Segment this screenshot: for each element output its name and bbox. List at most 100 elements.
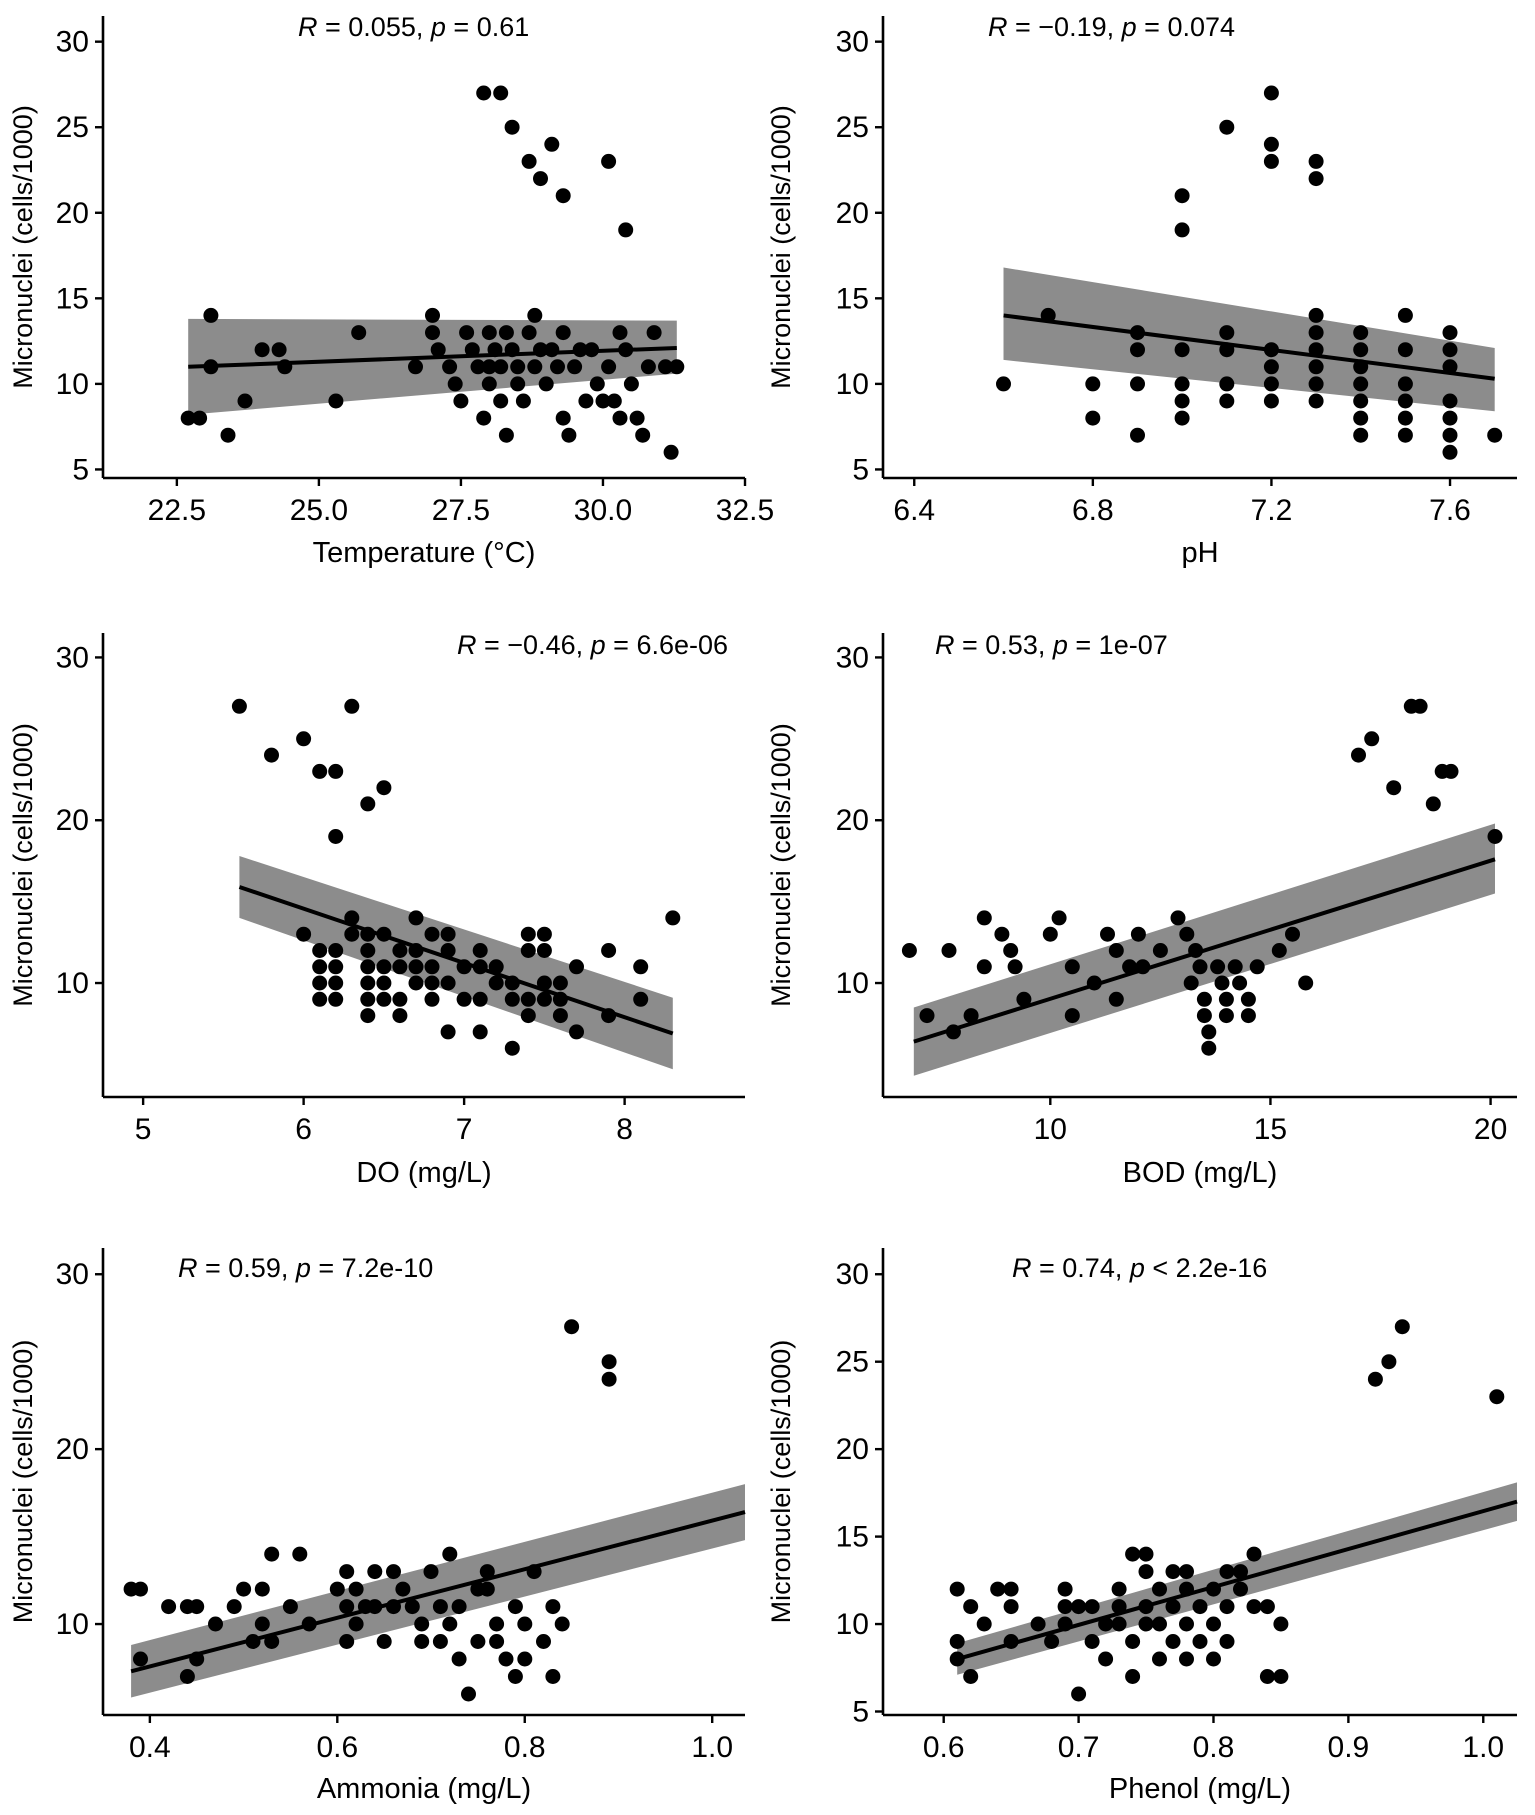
x-tick-label: 0.4 (129, 1731, 171, 1764)
data-point (629, 410, 645, 426)
y-tick-label: 20 (56, 1433, 89, 1466)
data-point (440, 926, 456, 942)
separator: , (1107, 12, 1122, 42)
data-point (481, 359, 497, 375)
x-tick-label: 27.5 (432, 494, 490, 527)
data-point (1111, 1599, 1127, 1615)
data-point (1152, 1616, 1167, 1632)
x-tick-label: 7.2 (1251, 494, 1293, 527)
x-tick-label: 6.4 (893, 494, 935, 527)
data-point (1174, 342, 1190, 358)
data-point (489, 1616, 505, 1632)
p-value: 0.61 (477, 12, 530, 42)
data-point (1170, 910, 1186, 926)
x-tick-label: 32.5 (716, 494, 774, 527)
data-point (493, 359, 509, 375)
data-point (339, 1599, 355, 1615)
data-point (360, 796, 376, 812)
data-point (994, 926, 1010, 942)
data-point (544, 136, 560, 152)
data-point (292, 1546, 308, 1562)
p-value: 1e-07 (1099, 630, 1168, 660)
r-value: 0.59 (228, 1253, 281, 1283)
data-point (312, 943, 328, 958)
data-point (1219, 1599, 1235, 1615)
data-point (1179, 926, 1195, 942)
data-point (1108, 943, 1124, 958)
data-point (351, 325, 367, 341)
p-operator: = (446, 12, 477, 42)
data-point (470, 359, 486, 375)
data-point (1174, 393, 1190, 409)
data-point (601, 153, 617, 169)
data-point (1364, 731, 1380, 747)
data-point (360, 991, 376, 1007)
data-point (1219, 119, 1235, 135)
data-point (1111, 1616, 1127, 1632)
data-point (432, 1634, 448, 1649)
data-point (432, 1599, 448, 1615)
data-point (408, 959, 424, 975)
p-operator: = (1137, 12, 1168, 42)
p-value: 6.6e-06 (636, 630, 728, 660)
p-label: p (1052, 630, 1068, 660)
r-value: 0.74 (1062, 1253, 1115, 1283)
data-point (1397, 342, 1413, 358)
x-axis-title: Temperature (°C) (313, 537, 536, 569)
y-tick-label: 20 (836, 804, 869, 837)
data-point (1487, 829, 1503, 844)
data-point (1122, 959, 1138, 975)
y-axis-title: Micronuclei (cells/1000) (766, 723, 796, 1007)
data-point (1397, 307, 1413, 323)
data-point (488, 975, 504, 991)
data-point (328, 763, 344, 779)
data-point (601, 943, 617, 958)
data-point (552, 975, 568, 991)
data-point (517, 1651, 533, 1667)
data-point (976, 910, 992, 926)
data-point (1071, 1686, 1087, 1702)
data-point (595, 393, 611, 409)
data-point (658, 359, 673, 375)
correlation-annotation: R = 0.74, p < 2.2e-16 (1012, 1253, 1267, 1283)
y-tick-label: 10 (56, 1608, 89, 1641)
data-point (1298, 975, 1314, 991)
data-point (344, 926, 360, 942)
data-point (425, 325, 440, 341)
data-point (447, 376, 463, 392)
data-point (555, 410, 571, 426)
data-point (507, 1669, 523, 1684)
regression-line (238, 885, 674, 1036)
r-label: R (935, 630, 955, 660)
data-point (339, 1634, 355, 1649)
data-point (520, 926, 536, 942)
data-point (296, 731, 312, 747)
data-point (1397, 427, 1413, 443)
data-point (1233, 1581, 1248, 1597)
data-point (470, 1581, 486, 1597)
r-label: R (178, 1253, 198, 1283)
r-label: R (1012, 1253, 1032, 1283)
p-label: p (1121, 12, 1137, 42)
data-point (1219, 1634, 1235, 1649)
data-point (1285, 926, 1300, 942)
data-point (451, 1599, 467, 1615)
data-point (282, 1599, 298, 1615)
x-tick-label: 0.6 (316, 1731, 358, 1764)
data-point (963, 1669, 979, 1684)
data-point (414, 1616, 430, 1632)
data-point (1206, 1651, 1221, 1667)
data-point (493, 85, 509, 101)
data-point (567, 359, 583, 375)
data-point (1442, 342, 1458, 358)
x-tick-label: 10 (1034, 1113, 1067, 1146)
r-value: 0.53 (985, 630, 1038, 660)
regression-line (1003, 313, 1495, 381)
data-point (1100, 926, 1115, 942)
data-point (328, 959, 344, 975)
correlation-annotation: R = −0.19, p = 0.074 (988, 12, 1235, 42)
data-point (498, 1651, 514, 1667)
data-point (360, 975, 376, 991)
data-point (510, 359, 526, 375)
